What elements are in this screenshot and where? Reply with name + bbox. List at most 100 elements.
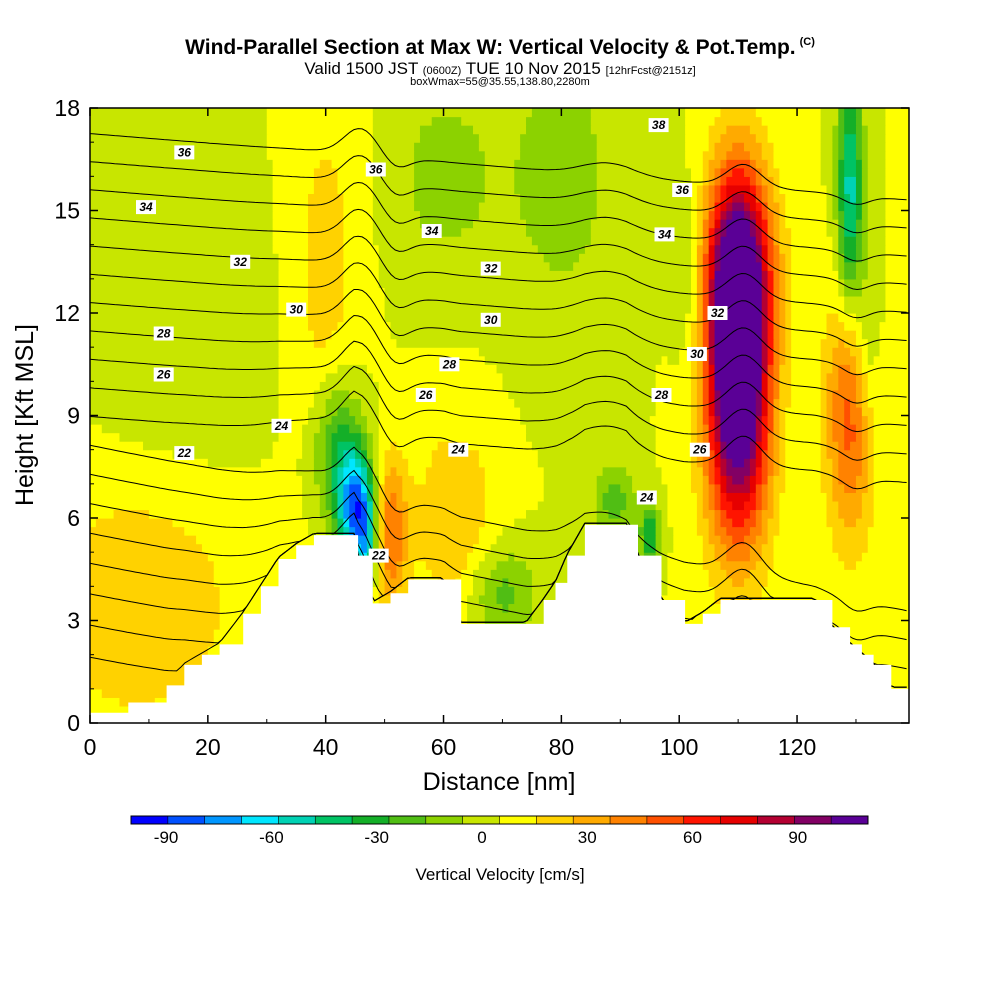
- velocity-cell: [755, 432, 763, 442]
- velocity-cell: [260, 458, 297, 468]
- velocity-cell: [844, 441, 851, 451]
- velocity-cell: [855, 142, 863, 152]
- subtitle-date: TUE 10 Nov 2015: [465, 59, 601, 78]
- velocity-cell: [779, 210, 786, 220]
- velocity-cell: [472, 586, 486, 596]
- velocity-cell: [714, 475, 722, 485]
- velocity-cell: [690, 219, 698, 229]
- velocity-cell: [526, 509, 598, 519]
- velocity-cell: [331, 475, 339, 485]
- theta-label-bg: [672, 183, 693, 197]
- velocity-cell: [708, 261, 716, 271]
- velocity-cell: [655, 543, 663, 553]
- velocity-cell: [761, 227, 769, 237]
- velocity-cell: [343, 475, 350, 485]
- velocity-cell: [419, 219, 474, 229]
- velocity-cell: [749, 466, 757, 476]
- colorbar-tick-label: -90: [154, 828, 179, 847]
- velocity-cell: [690, 466, 704, 476]
- velocity-cell: [749, 210, 757, 220]
- velocity-cell: [690, 176, 704, 186]
- velocity-cell: [726, 458, 733, 468]
- velocity-cell: [767, 184, 775, 195]
- velocity-cell: [761, 270, 769, 280]
- velocity-cell: [714, 458, 722, 468]
- velocity-cell: [708, 210, 716, 220]
- velocity-cell: [308, 526, 327, 536]
- velocity-cell: [767, 466, 775, 476]
- velocity-cell: [696, 287, 704, 297]
- theta-label-text: 28: [156, 327, 171, 341]
- velocity-cell: [720, 458, 727, 468]
- velocity-cell: [708, 381, 716, 391]
- velocity-cell: [755, 389, 763, 400]
- velocity-cell: [596, 184, 692, 195]
- velocity-cell: [596, 193, 692, 203]
- velocity-cell: [779, 295, 786, 306]
- velocity-cell: [372, 535, 380, 545]
- velocity-cell: [702, 466, 710, 476]
- velocity-cell: [372, 193, 415, 203]
- velocity-cell: [349, 526, 356, 536]
- velocity-cell: [767, 381, 775, 391]
- velocity-cell: [278, 347, 480, 357]
- velocity-cell: [773, 483, 786, 493]
- velocity-cell: [761, 321, 769, 331]
- velocity-cell: [113, 509, 150, 519]
- theta-contour: [90, 340, 907, 433]
- velocity-cell: [278, 287, 309, 297]
- velocity-cell: [608, 483, 621, 493]
- velocity-cell: [119, 432, 280, 442]
- velocity-cell: [714, 261, 722, 271]
- theta-contour: [90, 155, 907, 234]
- velocity-cell: [514, 176, 598, 186]
- velocity-cell: [761, 483, 769, 493]
- velocity-cell: [744, 475, 751, 485]
- velocity-cell: [702, 313, 710, 323]
- velocity-cell: [844, 236, 857, 246]
- velocity-cell: [767, 458, 775, 468]
- velocity-cell: [402, 552, 409, 562]
- velocity-cell: [844, 321, 863, 331]
- velocity-cell: [838, 381, 857, 391]
- velocity-cell: [90, 458, 209, 468]
- velocity-cell: [366, 500, 374, 511]
- velocity-cell: [820, 475, 833, 485]
- velocity-cell: [785, 304, 792, 314]
- velocity-cell: [861, 432, 869, 442]
- velocity-cell: [779, 492, 828, 502]
- velocity-cell: [514, 159, 598, 169]
- velocity-cell: [867, 236, 887, 246]
- velocity-cell: [207, 552, 315, 562]
- velocity-cell: [690, 287, 698, 297]
- velocity-cell: [696, 432, 704, 442]
- velocity-cell: [655, 364, 692, 374]
- velocity-cell: [90, 398, 280, 408]
- velocity-cell: [714, 338, 763, 348]
- velocity-cell: [408, 466, 427, 476]
- velocity-cell: [761, 150, 775, 160]
- velocity-cell: [643, 509, 657, 519]
- velocity-cell: [779, 398, 792, 408]
- velocity-cell: [838, 253, 845, 263]
- velocity-cell: [361, 492, 368, 502]
- velocity-cell: [885, 227, 909, 237]
- velocity-cell: [708, 355, 716, 365]
- velocity-cell: [266, 125, 374, 135]
- theta-label-bg: [707, 306, 728, 320]
- velocity-cell: [696, 295, 704, 306]
- velocity-cell: [90, 184, 274, 195]
- velocity-cell: [414, 159, 486, 169]
- velocity-cell: [755, 219, 763, 229]
- velocity-cell: [855, 261, 869, 271]
- velocity-cell: [596, 210, 692, 220]
- subtitle-forecast: [12hrFcst@2151z]: [605, 65, 696, 77]
- velocity-cell: [714, 116, 763, 126]
- velocity-cell: [785, 415, 822, 425]
- velocity-cell: [720, 210, 727, 220]
- velocity-cell: [761, 295, 769, 306]
- velocity-cell: [838, 210, 845, 220]
- velocity-cell: [785, 406, 822, 417]
- velocity-cell: [767, 201, 780, 212]
